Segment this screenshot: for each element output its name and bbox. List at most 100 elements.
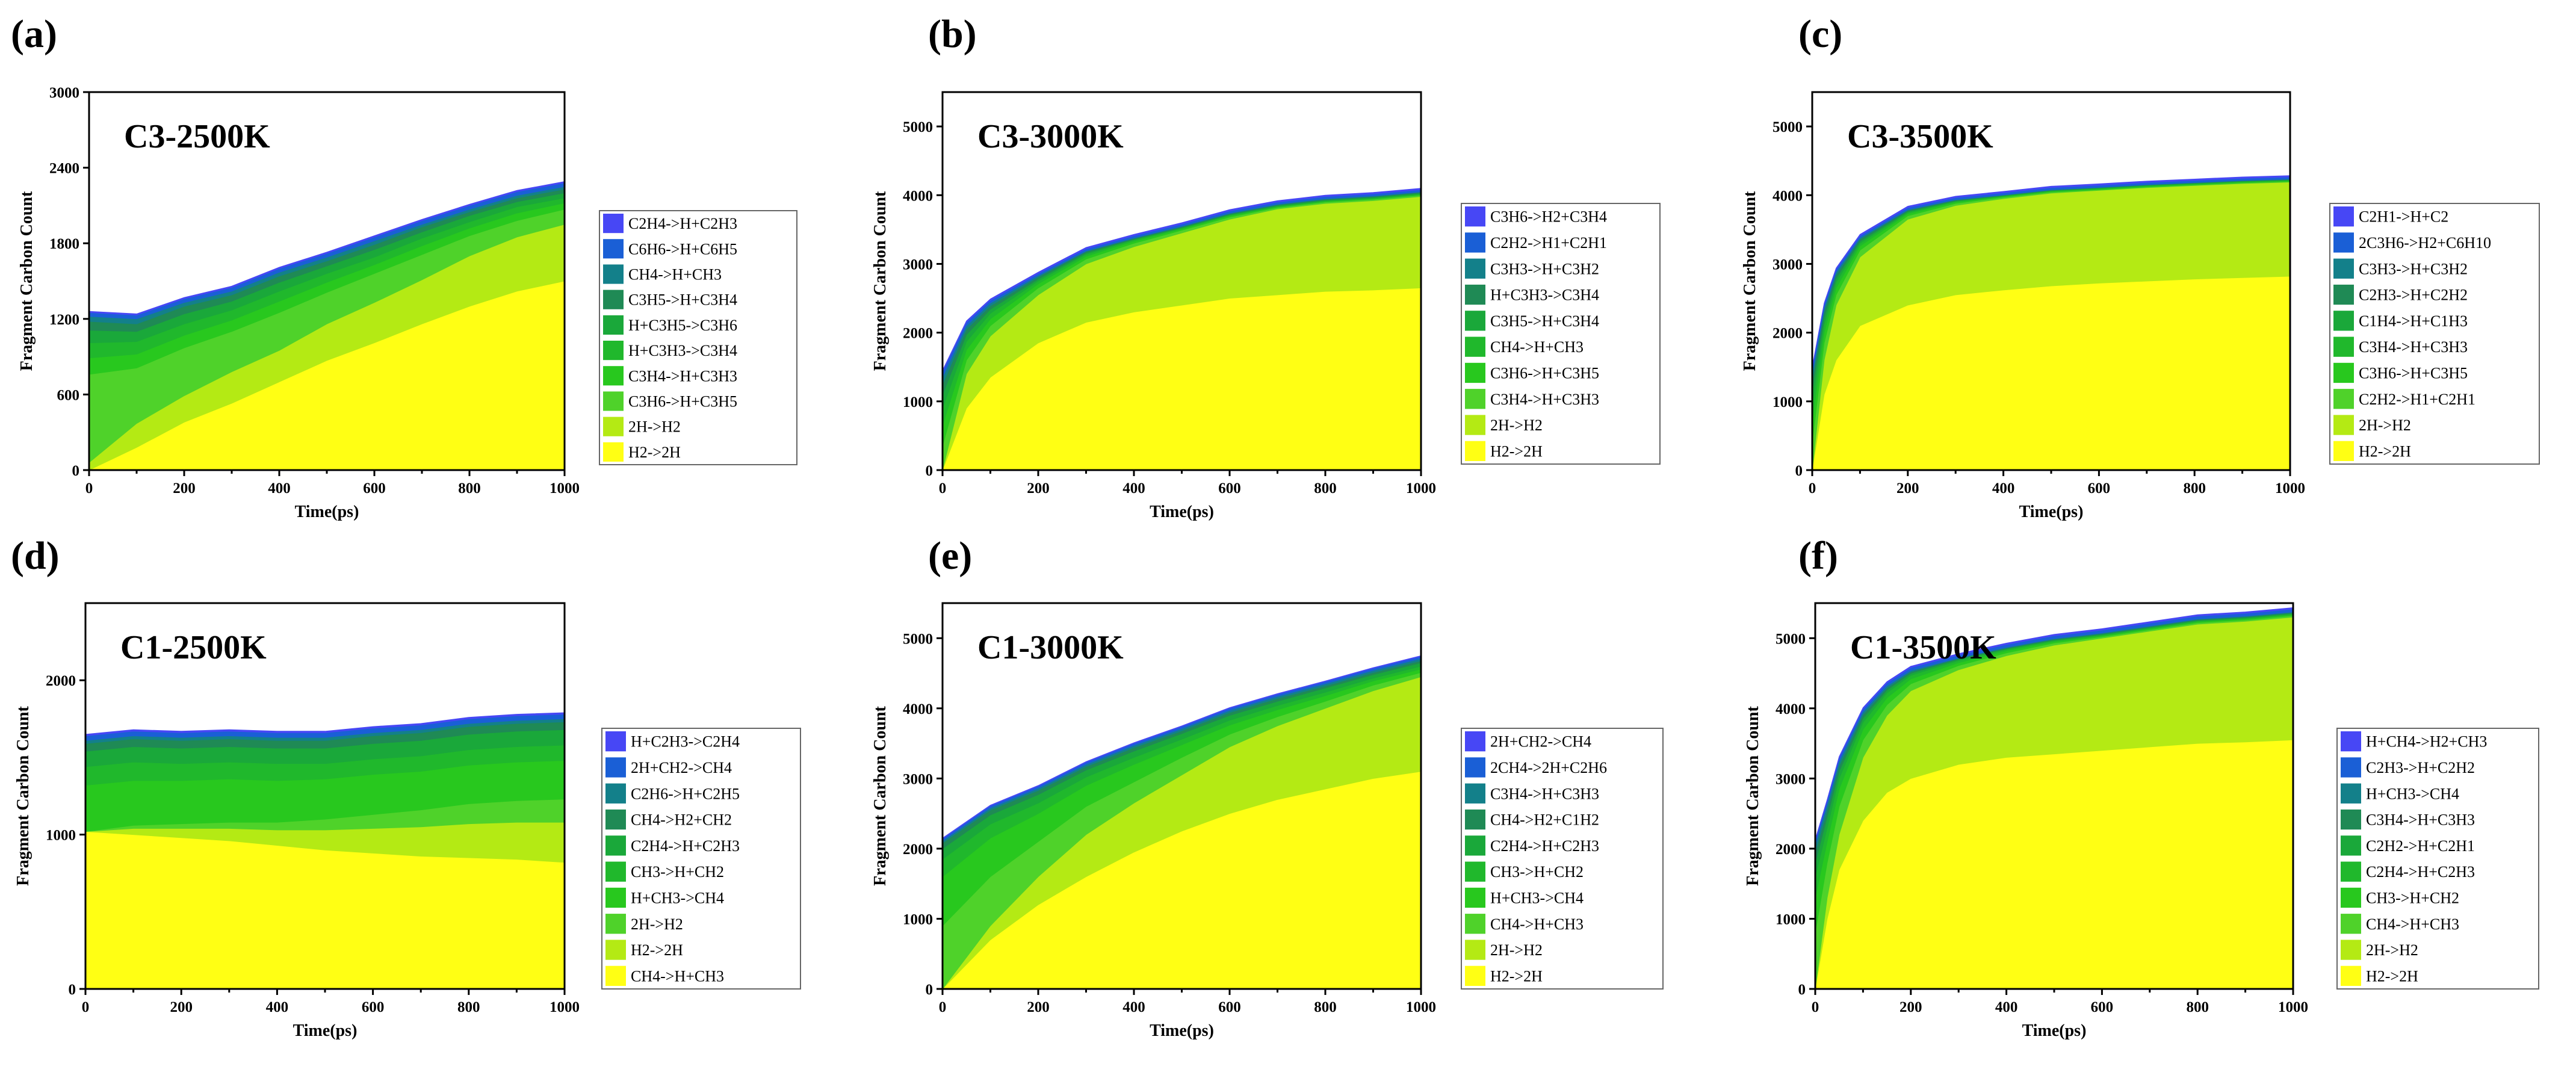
legend-label: H2->2H	[1490, 442, 1543, 460]
legend-swatch	[2341, 809, 2361, 830]
legend-label: 2H+CH2->CH4	[1490, 733, 1591, 751]
y-tick-label: 5000	[903, 631, 933, 647]
legend-swatch	[2341, 914, 2361, 934]
legend-box	[1461, 203, 1661, 465]
legend-label: C2H3->H+C2H2	[2359, 287, 2468, 304]
legend-swatch	[1465, 783, 1485, 804]
x-tick-label: 1000	[550, 999, 580, 1015]
legend-label: C2H6->H+C2H5	[631, 785, 740, 802]
legend-label: C2H4->H+C2H3	[1490, 837, 1599, 855]
legend-label: C3H6->H+C3H5	[628, 393, 737, 410]
y-axis-label: Fragment Carbon Count	[14, 705, 33, 885]
legend-swatch	[1465, 415, 1485, 435]
legend-label: H+CH3->CH4	[631, 889, 724, 906]
legend-label: 2H+CH2->CH4	[631, 759, 732, 776]
legend-box	[2336, 728, 2539, 990]
y-tick-label: 0	[1798, 982, 1806, 998]
legend-label: 2H->H2	[1490, 941, 1543, 959]
y-tick-label: 4000	[903, 188, 933, 204]
panel-letter: (f)	[1798, 534, 1838, 578]
legend-label: CH4->H2+C1H2	[1490, 811, 1599, 829]
legend-label: CH4->H+CH3	[631, 967, 724, 985]
legend-swatch	[1465, 731, 1485, 752]
legend-swatch	[603, 264, 624, 284]
legend-swatch	[603, 366, 624, 386]
legend-label: C3H4->H+C3H3	[2366, 811, 2475, 829]
legend-swatch	[1465, 232, 1485, 253]
y-tick-label: 0	[926, 463, 933, 479]
y-tick-label: 600	[57, 387, 80, 403]
x-tick-label: 0	[82, 999, 90, 1015]
legend-swatch	[2341, 835, 2361, 856]
x-tick-label: 200	[170, 999, 193, 1015]
x-axis-label: Time(ps)	[2022, 1021, 2087, 1040]
legend-swatch	[1465, 206, 1485, 227]
panel-e: (e) 0 200 400 600 800 1000 0 1000 2000 3000 4000 500…	[871, 534, 1664, 1040]
legend-label: 2H->H2	[631, 915, 683, 933]
y-tick-label: 4000	[1776, 701, 1806, 717]
y-tick-label: 5000	[903, 119, 933, 135]
legend-swatch	[2341, 861, 2361, 882]
x-tick-label: 600	[363, 480, 386, 497]
legend-label: C3H5->H+C3H4	[1490, 312, 1599, 330]
legend-label: C2H4->H+C2H3	[628, 215, 737, 232]
legend-label: C3H6->H+C3H5	[1490, 364, 1599, 382]
legend-label: CH3->H+CH2	[631, 863, 724, 881]
legend-label: H2->2H	[628, 444, 681, 461]
legend-box	[601, 728, 801, 990]
x-tick-label: 600	[362, 999, 385, 1015]
legend-label: CH4->H+CH3	[1490, 338, 1584, 356]
panel-c: (c) 0 200 400 600 800 1000 0 1000 2000 3000 4000 500…	[1741, 12, 2540, 521]
legend-label: CH3->H+CH2	[1490, 863, 1584, 881]
y-tick-label: 2000	[46, 673, 76, 689]
y-axis-label: Fragment Carbon Count	[17, 191, 36, 371]
legend-swatch	[2333, 336, 2354, 357]
legend-label: H2->2H	[2366, 967, 2418, 985]
legend-label: CH4->H+CH3	[1490, 915, 1584, 933]
x-tick-label: 400	[1122, 480, 1145, 497]
legend-label: C3H6->H2+C3H4	[1490, 208, 1607, 226]
legend-swatch	[1465, 861, 1485, 882]
panel-title: C3-3000K	[977, 118, 1124, 155]
legend-swatch	[603, 239, 624, 259]
legend: C2H1->H+C2 2C3H6->H2+C6H10 C3H3->H+C3H2 C2H…	[2329, 203, 2540, 465]
legend-swatch	[2341, 965, 2361, 986]
legend-swatch	[1465, 311, 1485, 331]
x-tick-label: 0	[939, 480, 947, 497]
y-tick-label: 3000	[1776, 771, 1806, 787]
legend: 2H+CH2->CH4 2CH4->2H+C2H6 C3H4->H+C3H3 CH4-…	[1461, 728, 1664, 990]
legend-swatch	[603, 214, 624, 234]
legend-swatch	[605, 965, 626, 986]
legend-label: H+CH4->H2+CH3	[2366, 733, 2487, 751]
legend: C3H6->H2+C3H4 C2H2->H1+C2H1 C3H3->H+C3H2 H+…	[1461, 203, 1661, 465]
panel-letter: (d)	[11, 534, 60, 578]
y-tick-label: 3000	[903, 771, 933, 787]
legend-swatch	[603, 315, 624, 335]
x-tick-label: 0	[1809, 480, 1816, 497]
panel-b: (b) 0 200 400 600 800 1000 0 1000 2000 3000 4000 500…	[871, 12, 1661, 521]
x-tick-label: 400	[1992, 480, 2015, 497]
x-tick-label: 800	[1314, 999, 1337, 1015]
y-tick-label: 1200	[49, 312, 79, 328]
legend-swatch	[1465, 809, 1485, 830]
legend-label: H+C3H3->C3H4	[628, 342, 737, 359]
legend-swatch	[605, 757, 626, 778]
x-tick-label: 800	[2183, 480, 2206, 497]
legend-box	[2329, 203, 2540, 465]
legend-label: C2H2->H1+C2H1	[2359, 391, 2475, 408]
x-tick-label: 400	[1122, 999, 1145, 1015]
x-tick-label: 1000	[550, 480, 580, 497]
legend-label: C3H4->H+C3H3	[628, 367, 737, 385]
x-tick-label: 1000	[1406, 999, 1436, 1015]
legend-label: C3H6->H+C3H5	[2359, 364, 2468, 382]
x-tick-label: 600	[2088, 480, 2111, 497]
legend-box	[1461, 728, 1664, 990]
panel-title: C3-2500K	[124, 118, 270, 155]
legend-label: C3H5->H+C3H4	[628, 291, 737, 309]
legend-label: C2H2->H+C2H1	[2366, 837, 2475, 855]
panel-letter: (e)	[928, 534, 972, 578]
y-tick-label: 1000	[1776, 911, 1806, 928]
legend-swatch	[2333, 206, 2354, 227]
legend-label: H+CH3->CH4	[2366, 785, 2459, 802]
